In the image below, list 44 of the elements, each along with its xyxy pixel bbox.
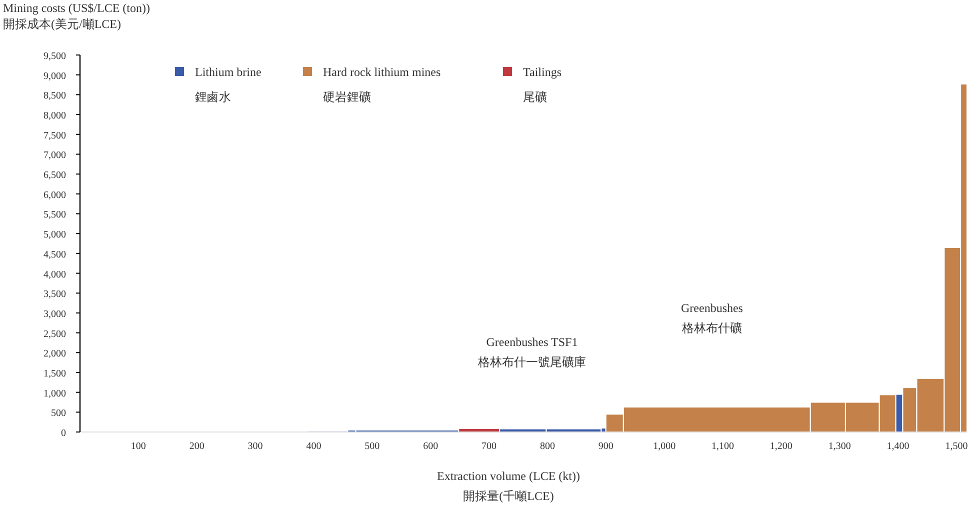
y-tick-label: 3,500: [44, 289, 66, 300]
y-tick-label: 1,000: [44, 388, 66, 400]
x-tick-label: 1,200: [770, 441, 792, 452]
annotation: Greenbushes 格林布什礦: [681, 301, 744, 335]
y-tick-label: 6,000: [44, 190, 66, 201]
y-tick-label: 6,500: [44, 170, 66, 182]
x-tick-label: 700: [482, 441, 497, 452]
x-tick-label: 1,100: [712, 441, 734, 452]
x-axis-title: Extraction volume (LCE (kt)) 開採量(千噸LCE): [437, 469, 580, 503]
legend-item: Hard rock lithium mines 硬岩鋰礦: [303, 65, 441, 104]
y-tick-label: 0: [61, 428, 66, 439]
x-tick-label: 900: [598, 441, 614, 452]
y-tick-label: 9,500: [44, 51, 66, 62]
x-tick-label: 500: [364, 441, 380, 452]
x-tick-label: 1,300: [828, 441, 851, 452]
y-tick-label: 500: [51, 408, 66, 420]
y-tick-label: 5,500: [44, 210, 66, 221]
annotation: Greenbushes TSF1 格林布什一號尾礦庫: [477, 335, 586, 369]
legend-label: Lithium brine 鋰鹵水: [195, 65, 262, 104]
y-tick-label: 7,500: [44, 130, 66, 142]
legend-item: Tailings 尾礦: [503, 65, 562, 104]
y-tick-label: 2,500: [44, 328, 66, 340]
y-tick-label: 1,500: [44, 368, 66, 380]
x-tick-label: 1,500: [945, 441, 968, 452]
legend-label: Tailings 尾礦: [523, 65, 562, 104]
x-tick-label: 600: [423, 441, 438, 452]
y-tick-label: 8,000: [44, 110, 66, 122]
y-tick-label: 3,000: [44, 308, 66, 320]
y-tick-label: 4,500: [44, 249, 66, 260]
y-tick-label: 7,000: [44, 150, 66, 162]
x-tick-label: 800: [540, 441, 555, 452]
y-tick-label: 2,000: [44, 348, 66, 360]
y-axis-title: Mining costs (US$/LCE (ton)) 開採成本(美元/噸LCE): [3, 1, 150, 31]
legend-item: Lithium brine 鋰鹵水: [175, 65, 262, 104]
y-tick-label: 9,000: [44, 70, 66, 82]
x-tick-label: 1,000: [653, 441, 676, 452]
x-tick-label: 100: [130, 441, 146, 452]
x-tick-label: 300: [248, 441, 263, 452]
y-tick-label: 5,000: [44, 230, 66, 241]
y-tick-label: 8,500: [44, 90, 66, 102]
x-tick-label: 1,400: [886, 441, 910, 452]
x-tick-label: 400: [306, 441, 322, 452]
y-tick-label: 4,000: [44, 269, 66, 280]
x-tick-label: 200: [189, 441, 204, 452]
